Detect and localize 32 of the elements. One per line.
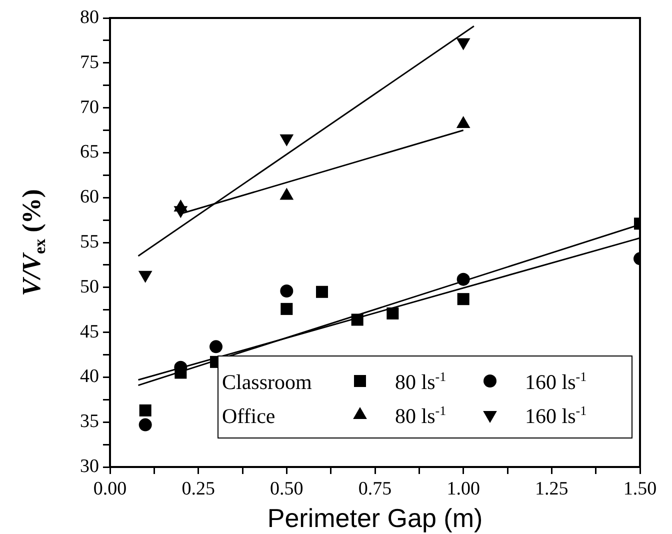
x-axis-title: Perimeter Gap (m) bbox=[267, 503, 483, 533]
point bbox=[210, 340, 222, 354]
point bbox=[139, 404, 152, 416]
point bbox=[457, 293, 470, 306]
x-tick-label: 0.00 bbox=[93, 478, 127, 500]
y-tick-label: 30 bbox=[80, 456, 99, 477]
annotation: Classroom bbox=[222, 370, 312, 394]
point bbox=[456, 272, 470, 286]
x-tick-label: 1.00 bbox=[446, 478, 480, 500]
x-tick-label: 0.25 bbox=[182, 478, 215, 500]
y-tick-label: 40 bbox=[80, 366, 99, 388]
x-tick-label: 0.50 bbox=[270, 478, 304, 500]
y-tick-label: 80 bbox=[80, 6, 99, 28]
y-tick-label: 65 bbox=[80, 142, 99, 163]
y-tick-label: 75 bbox=[80, 52, 99, 73]
point bbox=[351, 314, 364, 326]
x-tick-label: 1.25 bbox=[535, 478, 568, 500]
y-tick-label: 55 bbox=[80, 231, 99, 252]
y-tick-label: 60 bbox=[80, 186, 99, 208]
y-tick-label: 45 bbox=[80, 321, 99, 342]
point bbox=[138, 418, 152, 432]
y-axis-title: V/Vex (%) bbox=[17, 189, 50, 296]
x-tick-label: 0.75 bbox=[358, 478, 392, 500]
x-tick-label: 1.50 bbox=[623, 478, 657, 500]
point bbox=[386, 307, 399, 320]
y-tick-label: 50 bbox=[80, 276, 99, 298]
annotation: Office bbox=[222, 404, 276, 428]
y-tick-label: 70 bbox=[80, 96, 99, 118]
point bbox=[316, 286, 328, 298]
y-tick-label: 35 bbox=[80, 411, 99, 432]
point bbox=[280, 302, 293, 315]
point bbox=[280, 284, 294, 298]
